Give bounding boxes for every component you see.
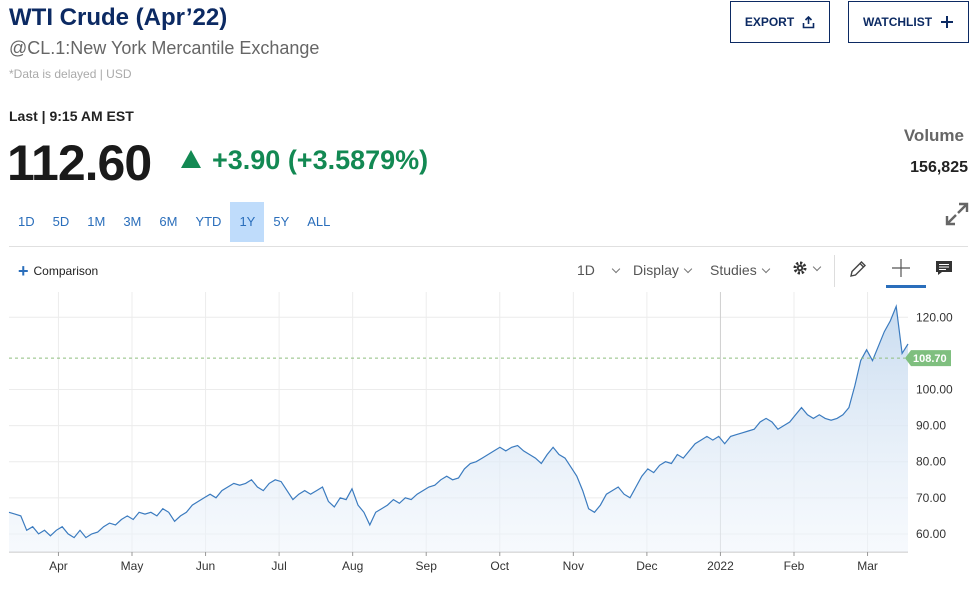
last-price: 112.60	[7, 135, 152, 191]
export-button[interactable]: EXPORT	[730, 1, 830, 43]
watchlist-label: WATCHLIST	[862, 15, 933, 29]
comparison-button[interactable]: + Comparison	[18, 261, 99, 281]
crosshair-active-indicator	[886, 285, 926, 288]
comment-icon[interactable]	[934, 259, 954, 277]
price-tag-shape	[905, 350, 951, 367]
range-5d[interactable]: 5D	[52, 214, 70, 229]
page-title: WTI Crude (Apr’22)	[9, 4, 228, 31]
interval-label: 1D	[577, 262, 595, 278]
x-tick-label: Jun	[196, 559, 215, 573]
watchlist-button[interactable]: WATCHLIST	[848, 1, 969, 43]
price-line	[8, 304, 909, 539]
last-time: Last | 9:15 AM EST	[9, 108, 134, 124]
price-change: +3.90 (+3.5879%)	[212, 145, 429, 175]
y-tick-label: 120.00	[916, 310, 953, 324]
range-selector: 1D 5D 1M 3M 6M YTD 1Y 5Y ALL	[9, 202, 339, 242]
studies-label: Studies	[710, 262, 757, 278]
chevron-down-icon	[683, 264, 693, 273]
studies-dropdown[interactable]: Studies	[710, 262, 770, 278]
exchange-subtitle: @CL.1:New York Mercantile Exchange	[9, 38, 320, 58]
interval-dropdown[interactable]: 1D	[577, 262, 621, 278]
range-6m[interactable]: 6M	[159, 214, 178, 229]
chevron-down-icon	[812, 262, 822, 271]
x-tick-label: 2022	[707, 559, 734, 573]
chevron-down-icon	[611, 264, 621, 273]
x-tick-label: Mar	[857, 559, 878, 573]
range-3m[interactable]: 3M	[123, 214, 142, 229]
settings-dropdown[interactable]	[792, 260, 822, 276]
range-1d[interactable]: 1D	[18, 214, 35, 229]
divider	[9, 246, 968, 247]
comparison-label: Comparison	[33, 264, 99, 278]
export-label: EXPORT	[744, 15, 795, 29]
volume-value: 156,825	[910, 159, 968, 176]
range-1y[interactable]: 1Y	[230, 202, 265, 242]
range-ytd[interactable]: YTD	[195, 214, 222, 229]
plus-icon: +	[18, 261, 29, 281]
toolbar-separator	[834, 255, 835, 287]
share-icon	[802, 15, 815, 28]
up-arrow-icon	[181, 150, 201, 168]
price-area	[9, 306, 908, 552]
x-tick-label: May	[121, 559, 144, 573]
last-price-tag: 108.70	[905, 350, 951, 367]
display-dropdown[interactable]: Display	[633, 262, 693, 278]
pencil-icon[interactable]	[848, 259, 868, 279]
x-tick-label: Jul	[271, 559, 286, 573]
x-tick-label: Oct	[490, 559, 509, 573]
x-tick-label: Apr	[49, 559, 68, 573]
price-tag-label: 108.70	[913, 353, 947, 365]
display-label: Display	[633, 262, 679, 278]
price-chart[interactable]: 108.70 Apr May Jun Jul Aug Sep Oct Nov Dec 2022 Fe…	[0, 290, 973, 602]
range-all[interactable]: ALL	[307, 214, 331, 229]
volume-label: Volume	[903, 126, 964, 145]
crosshair-icon[interactable]	[891, 258, 911, 278]
y-tick-label: 100.00	[916, 383, 953, 397]
plus-icon	[941, 16, 954, 28]
x-tick-label: Sep	[416, 559, 438, 573]
x-tick-label: Dec	[636, 559, 657, 573]
range-5y[interactable]: 5Y	[273, 214, 290, 229]
delayed-note: *Data is delayed | USD	[9, 67, 132, 81]
x-tick-label: Aug	[342, 559, 363, 573]
x-tick-label: Nov	[563, 559, 584, 573]
x-tick-label: Feb	[784, 559, 805, 573]
expand-icon[interactable]	[944, 201, 970, 227]
y-tick-label: 90.00	[916, 419, 946, 433]
y-tick-label: 60.00	[916, 527, 946, 541]
y-tick-label: 70.00	[916, 491, 946, 505]
gear-icon	[793, 261, 807, 275]
y-tick-label: 80.00	[916, 455, 946, 469]
x-axis: Apr May Jun Jul Aug Sep Oct Nov Dec 2022 Feb Mar	[49, 552, 878, 573]
chevron-down-icon	[761, 264, 770, 273]
y-axis: 60.00 70.00 80.00 90.00 100.00 120.00	[916, 310, 953, 541]
range-1m[interactable]: 1M	[87, 214, 106, 229]
